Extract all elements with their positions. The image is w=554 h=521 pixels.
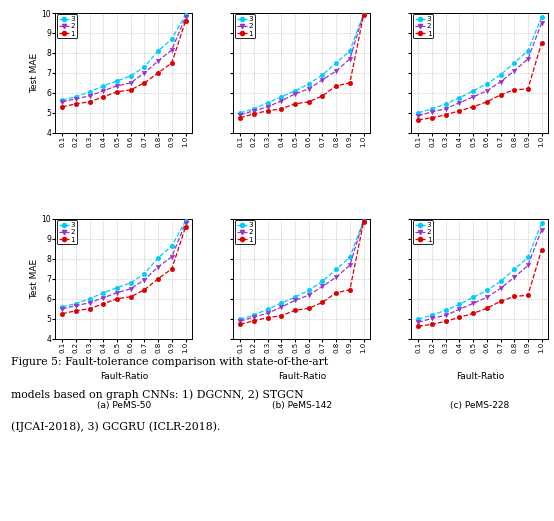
X-axis label: Fault-Ratio: Fault-Ratio <box>100 372 148 381</box>
Y-axis label: Test MAE: Test MAE <box>30 53 39 93</box>
Legend: 3, 2, 1: 3, 2, 1 <box>235 220 255 244</box>
X-axis label: Fault-Ratio: Fault-Ratio <box>278 372 326 381</box>
Legend: 3, 2, 1: 3, 2, 1 <box>413 15 433 39</box>
Legend: 3, 2, 1: 3, 2, 1 <box>413 220 433 244</box>
Text: (c) PeMS-228: (c) PeMS-228 <box>450 401 510 410</box>
Text: Figure 5: Fault-tolerance comparison with state-of-the-art: Figure 5: Fault-tolerance comparison wit… <box>11 357 328 367</box>
Text: (b) PeMS-142: (b) PeMS-142 <box>272 401 332 410</box>
Legend: 3, 2, 1: 3, 2, 1 <box>57 220 77 244</box>
Legend: 3, 2, 1: 3, 2, 1 <box>57 15 77 39</box>
Text: (IJCAI-2018), 3) GCGRU (ICLR-2018).: (IJCAI-2018), 3) GCGRU (ICLR-2018). <box>11 421 220 432</box>
Y-axis label: Test MAE: Test MAE <box>30 259 39 299</box>
X-axis label: Fault-Ratio: Fault-Ratio <box>456 372 504 381</box>
Text: models based on graph CNNs: 1) DGCNN, 2) STGCN: models based on graph CNNs: 1) DGCNN, 2)… <box>11 389 304 400</box>
Legend: 3, 2, 1: 3, 2, 1 <box>235 15 255 39</box>
Text: (a) PeMS-50: (a) PeMS-50 <box>97 401 151 410</box>
